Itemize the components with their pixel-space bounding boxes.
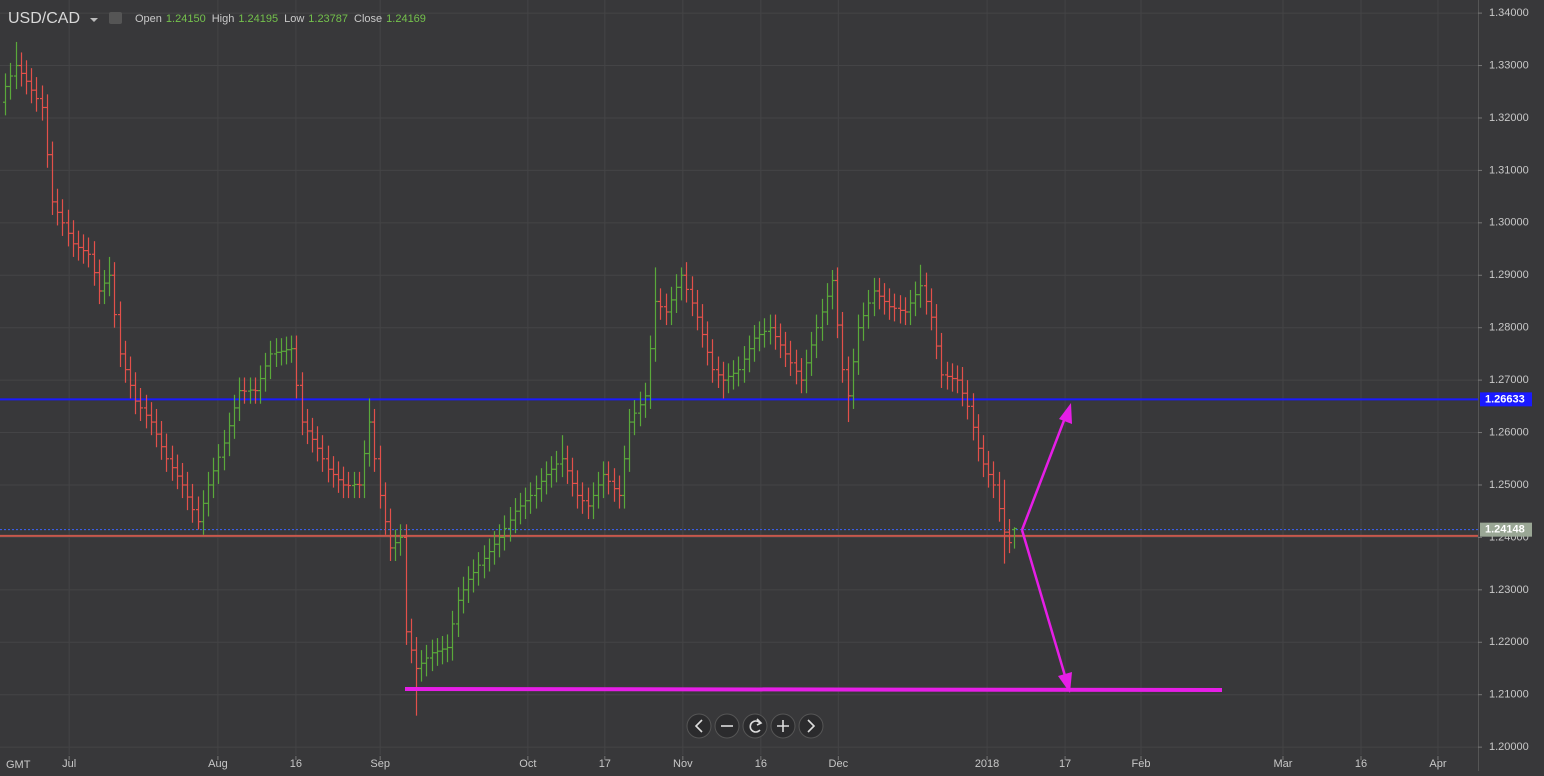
timezone: GMT	[6, 759, 31, 771]
field-label: Close	[354, 13, 382, 25]
x-tick-label: Nov	[673, 758, 693, 770]
y-tick-label: 1.23000	[1489, 584, 1529, 596]
y-tick-label: 1.34000	[1489, 7, 1529, 19]
x-tick-label: Aug	[208, 758, 228, 770]
price-level-label-bg	[1480, 522, 1532, 537]
x-tick-label: Apr	[1429, 758, 1446, 770]
y-tick-label: 1.27000	[1489, 374, 1529, 386]
reset[interactable]	[742, 713, 768, 739]
x-tick-label: 17	[1059, 758, 1071, 770]
x-tick-label: Oct	[519, 758, 536, 770]
x-tick-label: 16	[290, 758, 302, 770]
zoom-out[interactable]	[714, 713, 740, 739]
x-tick-label: Jul	[62, 758, 76, 770]
y-tick-label: 1.32000	[1489, 112, 1529, 124]
field-label: Low	[284, 13, 304, 25]
field-value: 1.24150	[166, 13, 206, 25]
dropdown-caret[interactable]	[90, 18, 98, 22]
field-value: 1.24169	[386, 13, 426, 25]
price-level-label: 1.26633	[1485, 393, 1525, 405]
x-tick-label: Mar	[1274, 758, 1293, 770]
x-tick-label: 2018	[975, 758, 999, 770]
y-tick-label: 1.21000	[1489, 689, 1529, 701]
x-tick-label: 17	[599, 758, 611, 770]
x-tick-label: 16	[1355, 758, 1367, 770]
y-tick-label: 1.22000	[1489, 636, 1529, 648]
arrow-up	[1020, 409, 1070, 531]
x-tick-label: 16	[755, 758, 767, 770]
arrowhead	[1059, 403, 1072, 424]
header: USD/CAD Open 1.24150 High 1.24195 Low 1.23787…	[8, 10, 426, 27]
levels: 1.26633 1.24148	[0, 392, 1532, 537]
y-tick-label: 1.31000	[1489, 164, 1529, 176]
settings-icon[interactable]	[109, 12, 122, 24]
field-value: 1.24195	[238, 13, 278, 25]
price-level-label: 1.24148	[1485, 524, 1525, 536]
y-tick-label: 1.20000	[1489, 741, 1529, 753]
symbol[interactable]: USD/CAD	[8, 10, 80, 27]
x-tick-label: Sep	[370, 758, 390, 770]
field-value: 1.23787	[308, 13, 348, 25]
field-label: Open	[135, 13, 162, 25]
zoom-in[interactable]	[770, 713, 796, 739]
scroll-right[interactable]	[798, 713, 824, 739]
scroll-left[interactable]	[686, 713, 712, 739]
navigation	[686, 713, 824, 739]
y-tick-label: 1.28000	[1489, 322, 1529, 334]
bars	[3, 41, 1017, 716]
price-level-label-bg	[1480, 392, 1532, 407]
field-label: High	[212, 13, 235, 25]
y-tick-label: 1.33000	[1489, 59, 1529, 71]
arrow-down	[1020, 529, 1070, 687]
support-line	[404, 687, 1223, 692]
y-tick-label: 1.30000	[1489, 217, 1529, 229]
x-tick-label: Dec	[829, 758, 849, 770]
x-tick-label: Feb	[1132, 758, 1151, 770]
y-tick-label: 1.26000	[1489, 426, 1529, 438]
arrowhead	[1058, 672, 1072, 693]
y-tick-label: 1.29000	[1489, 269, 1529, 281]
y-tick-label: 1.25000	[1489, 479, 1529, 491]
drawings	[404, 403, 1223, 693]
